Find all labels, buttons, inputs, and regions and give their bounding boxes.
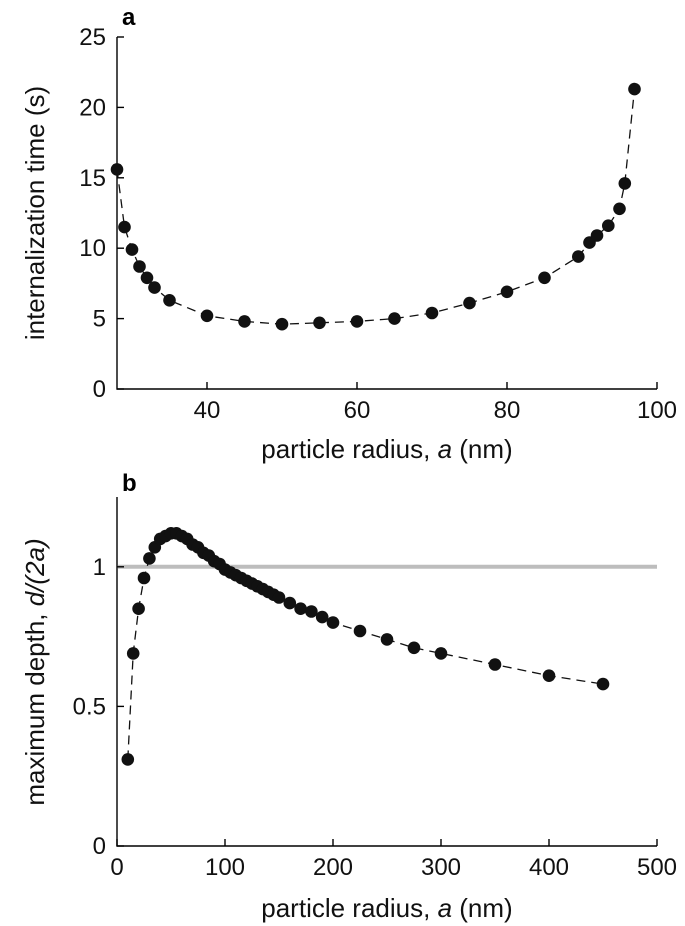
panel-b-x-axis-title: particle radius, a (nm) [261,893,512,923]
x-tick-label: 40 [194,397,221,424]
y-tick-label: 5 [93,306,106,333]
x-tick-label: 100 [205,854,245,881]
data-point [200,309,214,323]
panel-a-axes [116,37,657,390]
data-point [488,658,502,671]
panel-a-y-axis-title: internalization time (s) [20,86,50,340]
y-tick-label: 0 [93,833,106,860]
x-tick-label: 60 [344,397,371,424]
data-point [163,294,176,307]
data-point [133,260,146,273]
data-point [125,243,139,256]
panel-a-points [110,82,641,331]
panel-a-ticks: 40 60 80 100 0 5 10 15 20 25 [79,24,677,424]
y-tick-label: 1 [93,554,106,581]
data-point [148,281,161,294]
data-point [305,605,318,618]
data-point [126,647,140,660]
data-point [602,219,615,232]
data-point [425,306,439,320]
y-tick-label: 0 [93,376,106,403]
data-point [315,610,329,624]
x-tick-label: 80 [494,397,521,424]
data-point [313,316,326,330]
data-point [388,312,401,325]
data-point [132,602,145,615]
data-point [326,616,340,629]
panel-b-label: b [122,470,137,497]
data-point [294,602,307,615]
y-tick-label: 10 [79,235,106,262]
y-tick-label: 15 [79,165,106,192]
y-tick-label: 25 [79,24,106,51]
x-tick-label: 300 [421,854,461,881]
x-tick-label: 200 [313,854,353,881]
data-point [137,571,151,585]
data-point [121,753,135,766]
panel-b-points [121,527,610,766]
data-point [140,271,154,285]
panel-a-fit-curve [116,89,636,325]
data-point [380,633,394,646]
data-point [434,647,448,660]
data-point [353,624,367,638]
data-point [463,296,476,310]
y-tick-label: 20 [79,94,106,121]
data-point [238,315,251,328]
x-tick-label: 100 [637,397,677,424]
data-point [542,669,556,682]
data-point [350,315,364,328]
data-point [500,285,514,299]
data-point [272,591,286,604]
data-point [613,202,626,216]
data-point [118,220,131,234]
data-point [143,552,156,565]
panel-a: a 40 60 80 100 0 5 10 15 20 25 particle radius, a… [20,4,677,464]
x-tick-label: 500 [637,854,677,881]
data-point [618,177,632,190]
data-point [590,229,604,242]
x-tick-label: 400 [529,854,569,881]
panel-a-x-axis-title: particle radius, a (nm) [261,434,512,464]
panel-b-ticks: 0 100 200 300 400 500 0 0.5 1 [73,554,677,881]
panel-b-y-axis-title: maximum depth, d/(2a) [20,538,50,805]
y-tick-label: 0.5 [73,693,106,720]
data-point [110,163,124,176]
data-point [538,271,551,285]
data-point [628,82,641,96]
data-point [275,317,289,331]
data-point [596,677,610,691]
x-tick-label: 0 [110,854,123,881]
panel-a-label: a [122,4,136,31]
data-point [283,596,297,610]
data-point [572,250,585,263]
panel-b: b 0 100 200 300 400 500 0 0.5 1 particle radius,… [20,470,677,923]
data-point [407,641,421,655]
